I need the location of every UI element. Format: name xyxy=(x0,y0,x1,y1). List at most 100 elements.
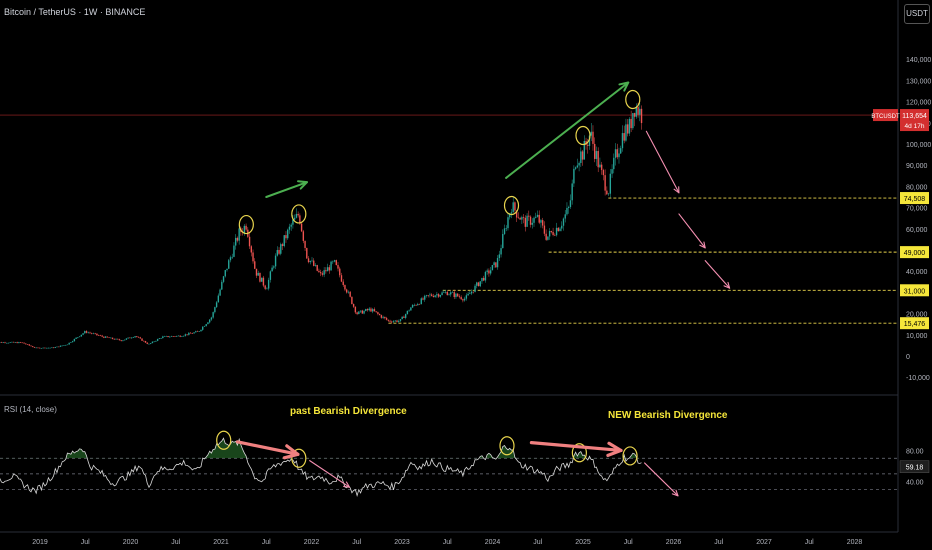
candle-body xyxy=(391,321,393,323)
candle-body xyxy=(597,151,599,168)
candle-body xyxy=(489,270,492,274)
candle-body xyxy=(30,345,32,347)
candle-body xyxy=(448,294,450,296)
price-tick-label: 100,000 xyxy=(906,142,931,149)
candle-body xyxy=(184,334,187,336)
candle-body xyxy=(196,331,199,332)
trend-arrow-up-head xyxy=(618,81,630,92)
candle-body xyxy=(267,279,270,289)
candle-body xyxy=(637,106,639,115)
candle-body xyxy=(14,342,17,343)
candle-body xyxy=(292,219,294,225)
countdown-value: 4d 17h xyxy=(905,123,925,130)
candle-body xyxy=(49,347,51,349)
candle-body xyxy=(512,202,514,213)
candle-body xyxy=(250,246,252,253)
candle-body xyxy=(110,337,112,339)
candle-body xyxy=(618,153,620,158)
price-tick-label: 20,000 xyxy=(906,312,928,319)
candle-body xyxy=(368,308,370,311)
peak-circle xyxy=(575,125,591,146)
candle-body xyxy=(149,343,152,344)
candle-body xyxy=(460,297,462,300)
level-label-box xyxy=(900,246,929,259)
candle-body xyxy=(463,298,466,301)
candle-body xyxy=(70,342,72,343)
candle-body xyxy=(626,124,629,134)
projection-arrow-down xyxy=(645,130,680,194)
candle-body xyxy=(248,236,251,247)
candle-body xyxy=(633,113,636,117)
candle-body xyxy=(502,233,504,249)
candle-body xyxy=(585,140,587,145)
candle-body xyxy=(607,193,610,195)
time-tick-label: Jul xyxy=(262,539,271,546)
currency-button[interactable]: USDT xyxy=(904,4,930,24)
trend-arrow-up-head xyxy=(297,180,308,190)
candle-body xyxy=(434,295,436,298)
candle-body xyxy=(4,342,6,343)
candle-body xyxy=(425,295,428,296)
candle-body xyxy=(229,257,232,261)
candle-body xyxy=(372,309,374,312)
candle-body xyxy=(151,341,154,344)
candle-body xyxy=(354,306,357,313)
price-tick-label: 130,000 xyxy=(906,78,931,85)
candle-body xyxy=(398,320,400,322)
candle-body xyxy=(361,310,363,314)
time-tick-label: Jul xyxy=(533,539,542,546)
candle-body xyxy=(207,322,209,325)
time-tick-label: Jul xyxy=(352,539,361,546)
candle-body xyxy=(215,302,218,308)
level-label-box xyxy=(900,192,929,205)
candle-body xyxy=(507,217,509,229)
candle-body xyxy=(181,336,183,337)
candle-body xyxy=(529,216,532,225)
price-chart xyxy=(0,102,898,349)
price-tick-label: 60,000 xyxy=(906,227,928,234)
divergence-arrow xyxy=(235,440,300,456)
price-tick-label: 10,000 xyxy=(906,333,928,340)
candle-body xyxy=(377,312,379,314)
candle-body xyxy=(366,309,369,311)
candle-body xyxy=(202,326,204,330)
candle-body xyxy=(606,190,608,195)
time-tick-label: 2019 xyxy=(32,539,48,546)
candle-body xyxy=(257,272,259,276)
rsi-value-badge xyxy=(899,460,930,473)
candle-body xyxy=(77,337,79,338)
candle-body xyxy=(321,273,324,275)
candle-body xyxy=(587,144,589,146)
candle-body xyxy=(325,270,327,272)
candle-body xyxy=(65,344,67,346)
candle-body xyxy=(632,113,634,129)
candle-body xyxy=(106,336,109,338)
level-label: 74,508 xyxy=(904,196,926,203)
candle-body xyxy=(118,339,121,341)
candle-body xyxy=(352,304,355,307)
rsi-projection-arrow-head xyxy=(343,481,351,488)
price-tick-label: 90,000 xyxy=(906,163,928,170)
candle-body xyxy=(87,332,89,334)
candle-body xyxy=(163,336,166,337)
candle-body xyxy=(561,225,563,229)
candle-body xyxy=(424,295,426,300)
candle-body xyxy=(75,337,77,339)
candle-body xyxy=(66,344,69,346)
candle-body xyxy=(162,336,164,339)
candle-body xyxy=(373,309,376,312)
candle-body xyxy=(189,332,192,334)
candle-body xyxy=(486,270,488,272)
candle-body xyxy=(170,336,173,337)
candle-body xyxy=(370,308,372,312)
rsi-projection-arrow xyxy=(643,462,679,497)
candle-body xyxy=(23,342,25,344)
candle-body xyxy=(538,214,540,223)
candle-body xyxy=(401,316,403,320)
projection-arrow-down xyxy=(704,260,731,289)
candle-body xyxy=(12,341,15,343)
candle-body xyxy=(571,183,573,201)
candle-body xyxy=(299,215,301,224)
candle-body xyxy=(293,217,296,220)
